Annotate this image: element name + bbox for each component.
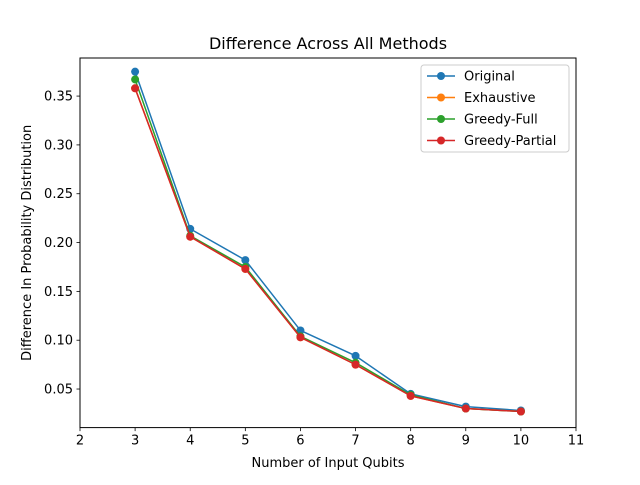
x-axis-label: Number of Input Qubits (251, 456, 404, 471)
legend-item-original: Original (427, 70, 515, 85)
legend-item-greedy-partial: Greedy-Partial (427, 134, 556, 149)
y-axis-label: Difference In Probability Distribution (20, 125, 35, 361)
data-point-greedy-partial (241, 264, 250, 273)
x-tick-label: 8 (407, 434, 415, 449)
y-tick-label: 0.20 (44, 236, 73, 251)
series-line-greedy-partial (134, 87, 522, 413)
data-point-original (131, 67, 140, 76)
data-point-original (351, 351, 360, 360)
data-point-original (296, 326, 305, 335)
y-tick-label: 0.15 (44, 285, 73, 300)
x-tick-label: 6 (296, 434, 304, 449)
y-tick-label: 0.35 (44, 90, 73, 105)
x-tick-label: 5 (241, 434, 249, 449)
y-tick-label: 0.25 (44, 187, 73, 202)
data-point-greedy-partial (406, 391, 415, 400)
series-original (131, 67, 525, 415)
data-point-greedy-partial (461, 404, 470, 413)
y-tick-label: 0.05 (44, 383, 73, 398)
legend: Original Exhaustive Greedy-Full Greedy-Part… (420, 64, 570, 153)
data-point-greedy-partial (516, 407, 525, 416)
x-tick-label: 9 (462, 434, 470, 449)
x-tick-label: 3 (131, 434, 139, 449)
y-tick-label: 0.30 (44, 138, 73, 153)
legend-label: Greedy-Full (464, 113, 538, 128)
legend-marker (437, 136, 445, 145)
x-tick-label: 7 (351, 434, 359, 449)
data-point-greedy-partial (186, 232, 195, 241)
data-point-original (241, 256, 250, 265)
legend-box (420, 64, 570, 153)
x-axis: 2 3 4 5 6 7 8 9 10 11 (76, 427, 585, 449)
legend-label: Greedy-Partial (464, 134, 556, 149)
legend-item-exhaustive: Exhaustive (427, 91, 536, 106)
series-greedy-partial (131, 84, 525, 416)
data-point-greedy-partial (296, 333, 305, 342)
chart-title: Difference Across All Methods (209, 34, 447, 53)
series-line-original (134, 70, 522, 412)
y-axis: 0.05 0.10 0.15 0.20 0.25 0.30 0.35 (44, 90, 80, 398)
legend-marker (437, 93, 445, 102)
data-point-greedy-partial (131, 84, 140, 93)
legend-item-greedy-full: Greedy-Full (427, 113, 538, 128)
series-layer (131, 67, 525, 416)
legend-marker (437, 115, 445, 123)
legend-label: Original (464, 70, 515, 85)
legend-items: Original Exhaustive Greedy-Full Greedy-Part… (427, 70, 556, 149)
y-tick-label: 0.10 (44, 334, 73, 349)
data-point-greedy-partial (351, 360, 360, 369)
x-tick-label: 10 (513, 434, 530, 449)
x-tick-label: 2 (76, 434, 84, 449)
data-point-greedy-full (131, 75, 140, 84)
x-tick-label: 11 (568, 434, 585, 449)
x-tick-label: 4 (186, 434, 194, 449)
legend-marker (437, 72, 445, 80)
legend-label: Exhaustive (464, 91, 536, 106)
